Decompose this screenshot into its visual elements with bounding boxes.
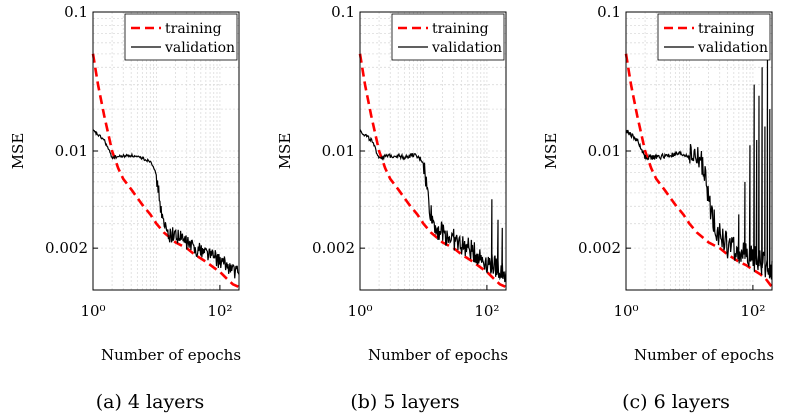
series-validation-line bbox=[625, 53, 773, 280]
x-axis-label: Number of epochs bbox=[368, 346, 508, 364]
x-tick-label: 10⁰ bbox=[347, 302, 372, 320]
y-tick-label: 0.1 bbox=[597, 3, 621, 21]
legend: training validation bbox=[391, 13, 505, 61]
series-training-line bbox=[358, 53, 507, 289]
x-tick-label: 10² bbox=[474, 302, 499, 320]
series-validation-line bbox=[359, 129, 507, 283]
legend-box bbox=[124, 13, 238, 61]
y-axis-label: MSE bbox=[276, 133, 294, 170]
y-tick-label: 0.002 bbox=[578, 239, 621, 257]
legend-label-training: training bbox=[165, 21, 222, 37]
chart-panel-2: 10⁰ 10² 0.1 0.01 0.002 Number of epochs MSE tra… bbox=[276, 3, 508, 413]
y-tick-label: 0.002 bbox=[45, 239, 88, 257]
legend-box bbox=[391, 13, 505, 61]
y-tick-label: 0.01 bbox=[55, 142, 88, 160]
chart-panel-1: 10⁰ 10² 0.1 0.01 0.002 Number of epochs MSE tra… bbox=[9, 3, 241, 413]
legend-label-training: training bbox=[698, 21, 755, 37]
panel-caption: (a) 4 layers bbox=[96, 391, 205, 413]
series-training-line bbox=[91, 53, 240, 289]
x-axis-label: Number of epochs bbox=[634, 346, 774, 364]
panel-caption: (c) 6 layers bbox=[622, 391, 730, 413]
y-axis-label: MSE bbox=[9, 133, 27, 170]
legend-label-validation: validation bbox=[431, 40, 502, 56]
y-tick-label: 0.1 bbox=[64, 3, 88, 21]
x-tick-label: 10² bbox=[740, 302, 765, 320]
x-axis-label: Number of epochs bbox=[101, 346, 241, 364]
y-tick-label: 0.01 bbox=[322, 142, 355, 160]
series-training-line bbox=[624, 53, 774, 288]
x-tick-label: 10² bbox=[207, 302, 232, 320]
x-tick-label: 10⁰ bbox=[80, 302, 105, 320]
legend-label-validation: validation bbox=[697, 40, 768, 56]
x-tick-label: 10⁰ bbox=[613, 302, 638, 320]
y-tick-label: 0.002 bbox=[312, 239, 355, 257]
y-tick-label: 0.01 bbox=[588, 142, 621, 160]
chart-panel-3: 10⁰ 10² 0.1 0.01 0.002 Number of epochs MSE tra… bbox=[542, 3, 774, 413]
legend: training validation bbox=[657, 13, 771, 61]
panel-caption: (b) 5 layers bbox=[350, 391, 459, 413]
legend-label-validation: validation bbox=[164, 40, 235, 56]
series-validation-line bbox=[92, 129, 240, 279]
legend-label-training: training bbox=[432, 21, 489, 37]
legend: training validation bbox=[124, 13, 238, 61]
y-axis-label: MSE bbox=[542, 133, 560, 170]
y-tick-label: 0.1 bbox=[331, 3, 355, 21]
legend-box bbox=[657, 13, 771, 61]
